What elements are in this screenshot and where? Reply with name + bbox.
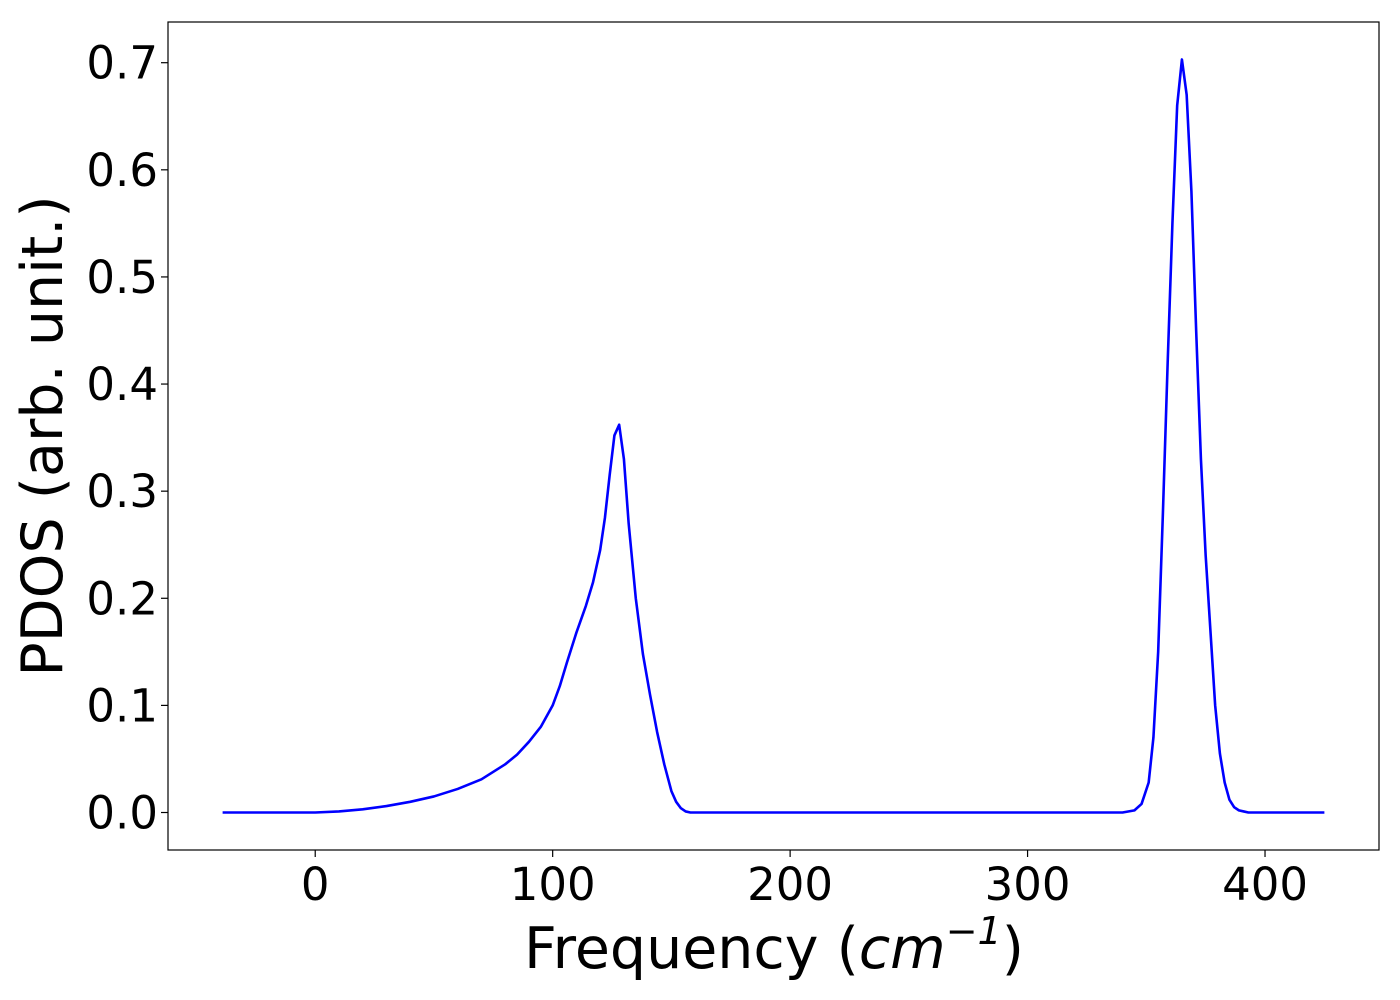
plot-frame [167,21,1380,851]
y-tick-label: 0.5 [86,251,158,304]
y-tick-label: 0.2 [86,572,158,625]
plot-content [222,58,1325,814]
y-tick-label: 0.0 [86,787,158,840]
x-tick-label: 300 [985,858,1071,911]
x-axis-label-prefix: Frequency ( [524,916,859,982]
x-tick-label: 200 [747,858,833,911]
y-axis-label: PDOS (arb. unit.) [10,195,76,676]
series-line-0 [222,58,1325,814]
y-tick-label: 0.3 [86,465,158,518]
x-tick-label: 0 [301,858,330,911]
x-axis-label: Frequency (cm−1) [524,909,1024,982]
y-tick-label: 0.4 [86,358,158,411]
x-tick-label: 400 [1222,858,1308,911]
x-axis-ticks: 0 100 200 300 400 [301,850,1308,911]
y-tick-label: 0.6 [86,144,158,197]
y-tick-label: 0.1 [86,679,158,732]
x-axis-label-unit: cm [859,916,946,982]
x-tick-label: 100 [510,858,596,911]
y-tick-label: 0.7 [86,37,158,90]
x-axis-label-suffix: ) [1002,916,1024,982]
x-axis-label-superscript: −1 [946,909,1002,953]
y-axis-ticks: 0.0 0.1 0.2 0.3 0.4 0.5 0.6 0.7 [86,37,168,840]
